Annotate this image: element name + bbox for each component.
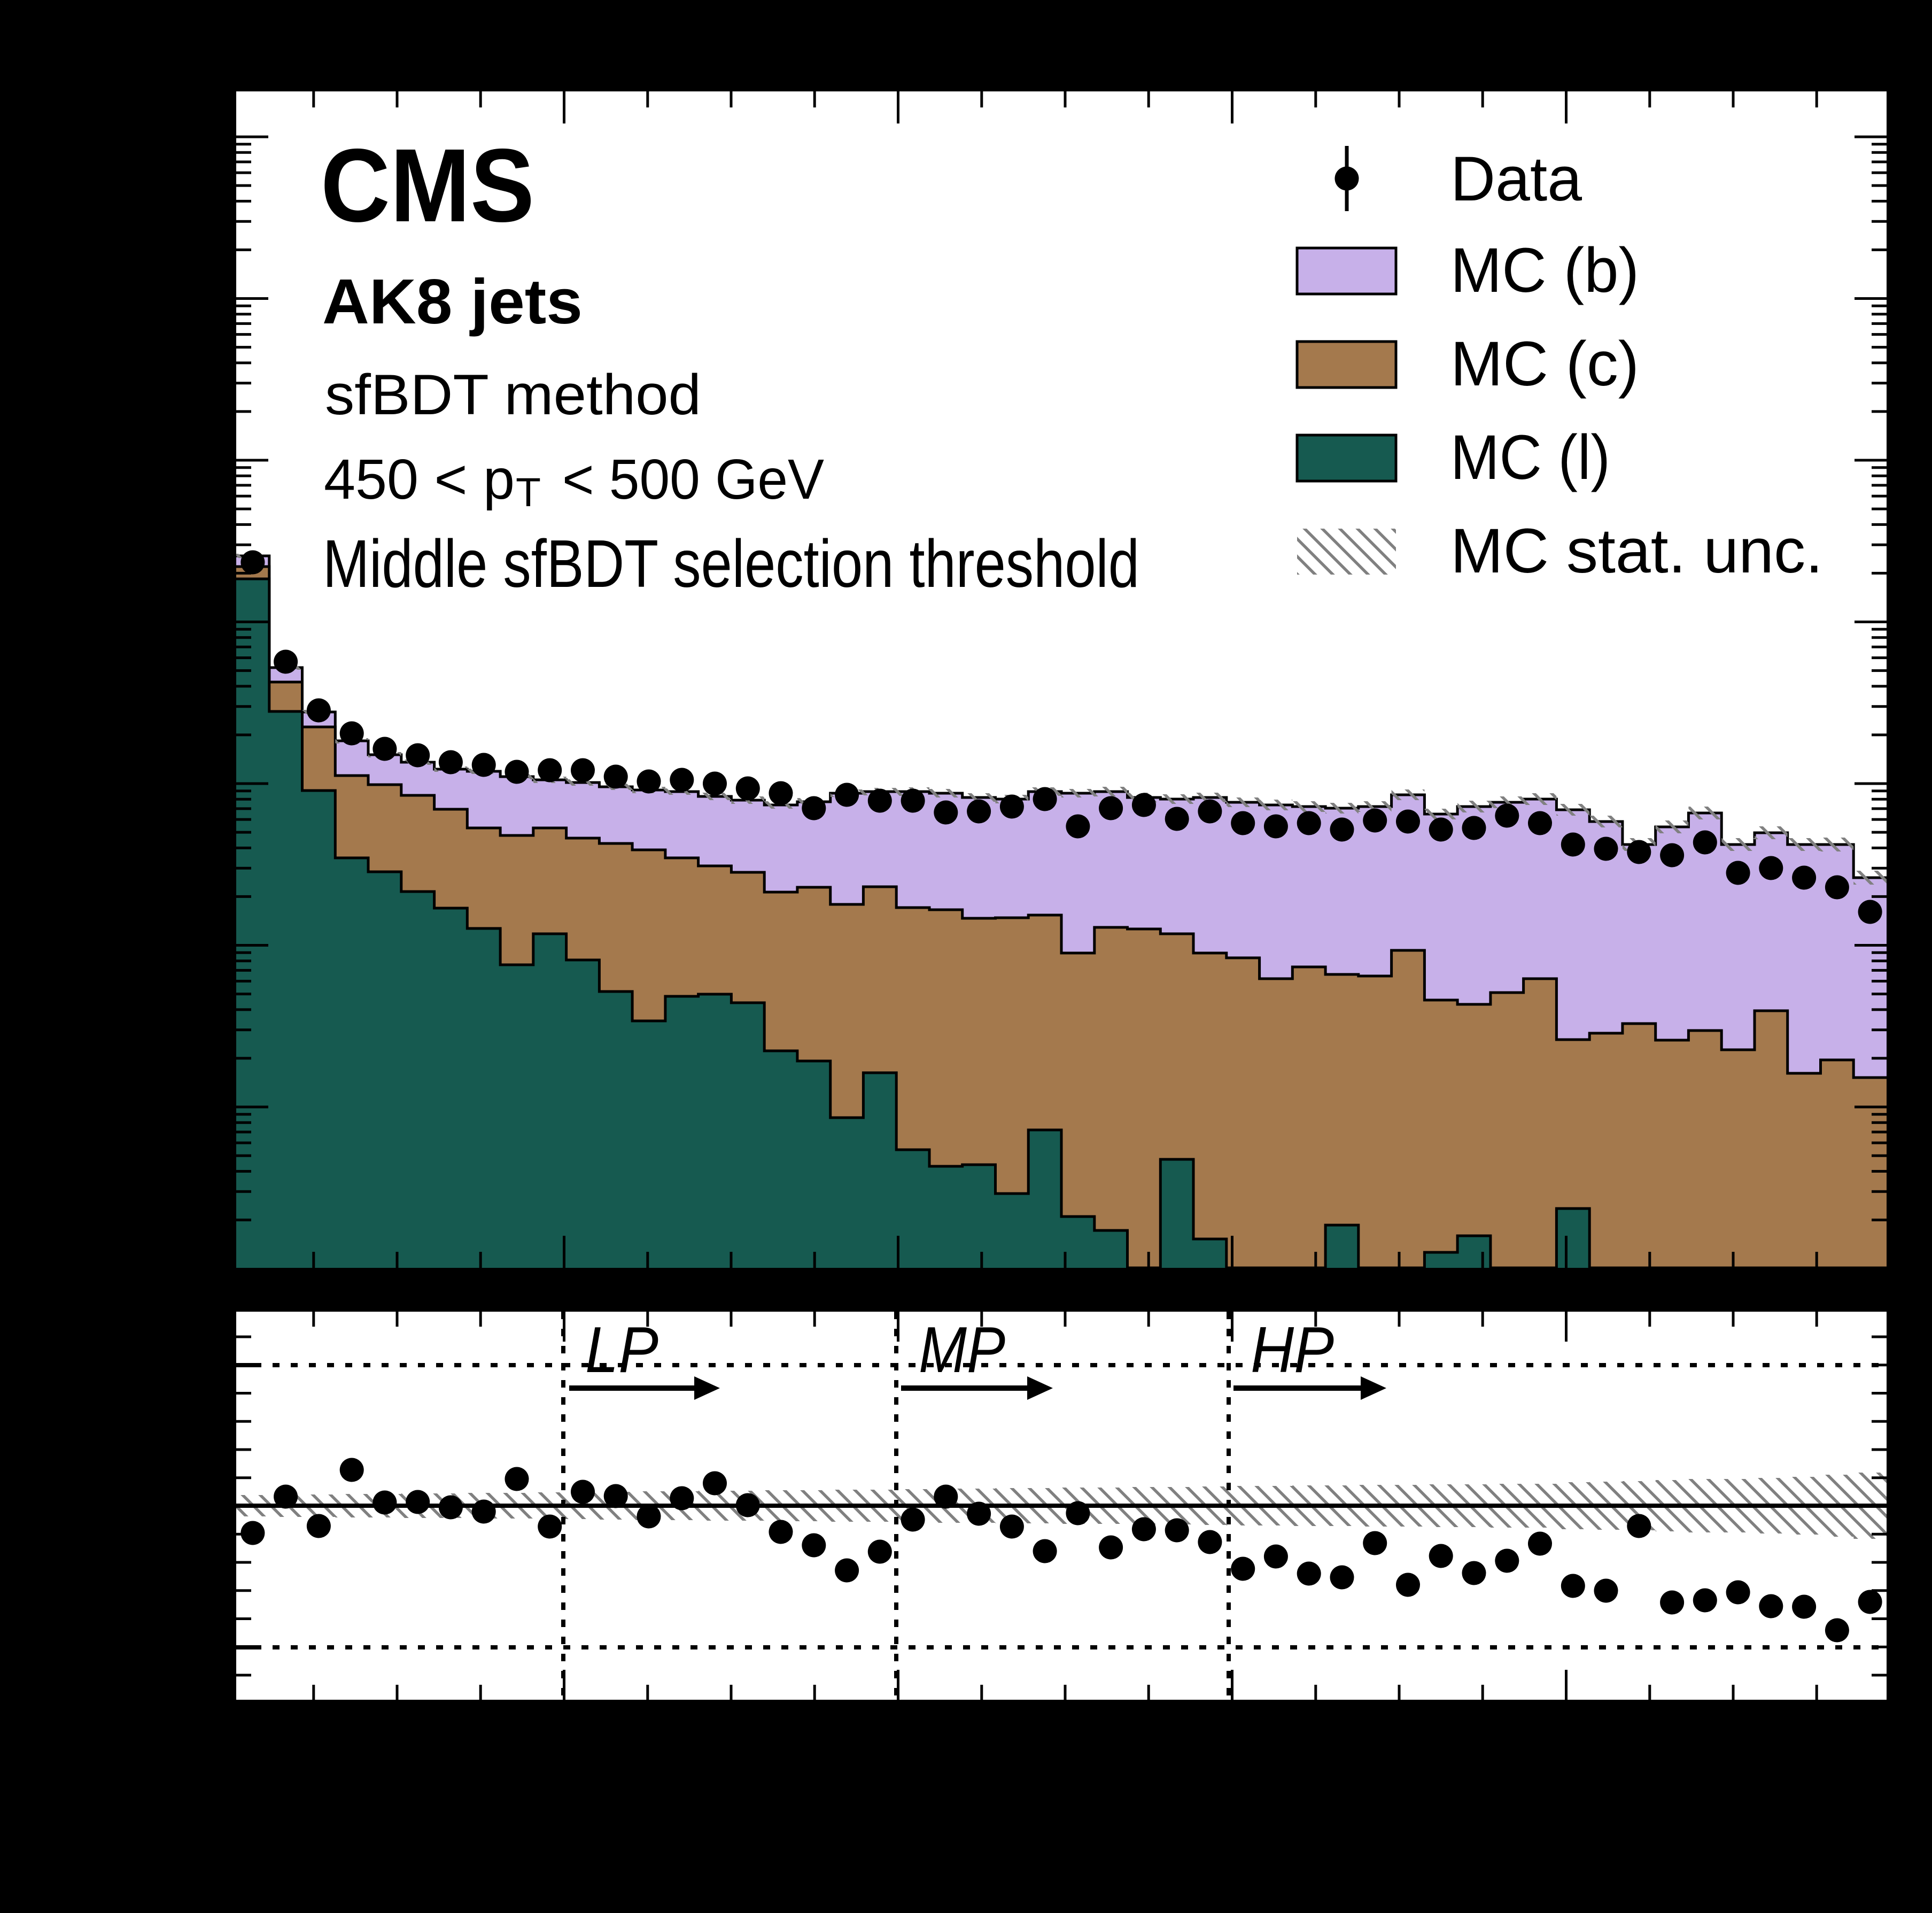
svg-text:Middle sfBDT selection thresho: Middle sfBDT selection threshold [323,526,1139,601]
svg-text:< 500 GeV: < 500 GeV [562,448,824,511]
svg-text:AK8 jets: AK8 jets [322,266,583,337]
svg-text:MC stat. unc.: MC stat. unc. [1450,516,1823,586]
svg-text:CMS: CMS [321,127,534,244]
svg-text:T: T [516,470,541,515]
svg-text:MC (l): MC (l) [1450,422,1610,493]
svg-text:MP: MP [919,1313,1005,1386]
svg-text:HP: HP [1251,1313,1334,1386]
svg-text:sfBDT method: sfBDT method [325,362,701,427]
svg-text:450 < p: 450 < p [324,448,515,511]
svg-text:MC (c): MC (c) [1450,329,1639,399]
svg-text:MC (b): MC (b) [1450,235,1639,306]
svg-text:Data: Data [1450,144,1582,214]
svg-text:LP: LP [585,1313,658,1386]
